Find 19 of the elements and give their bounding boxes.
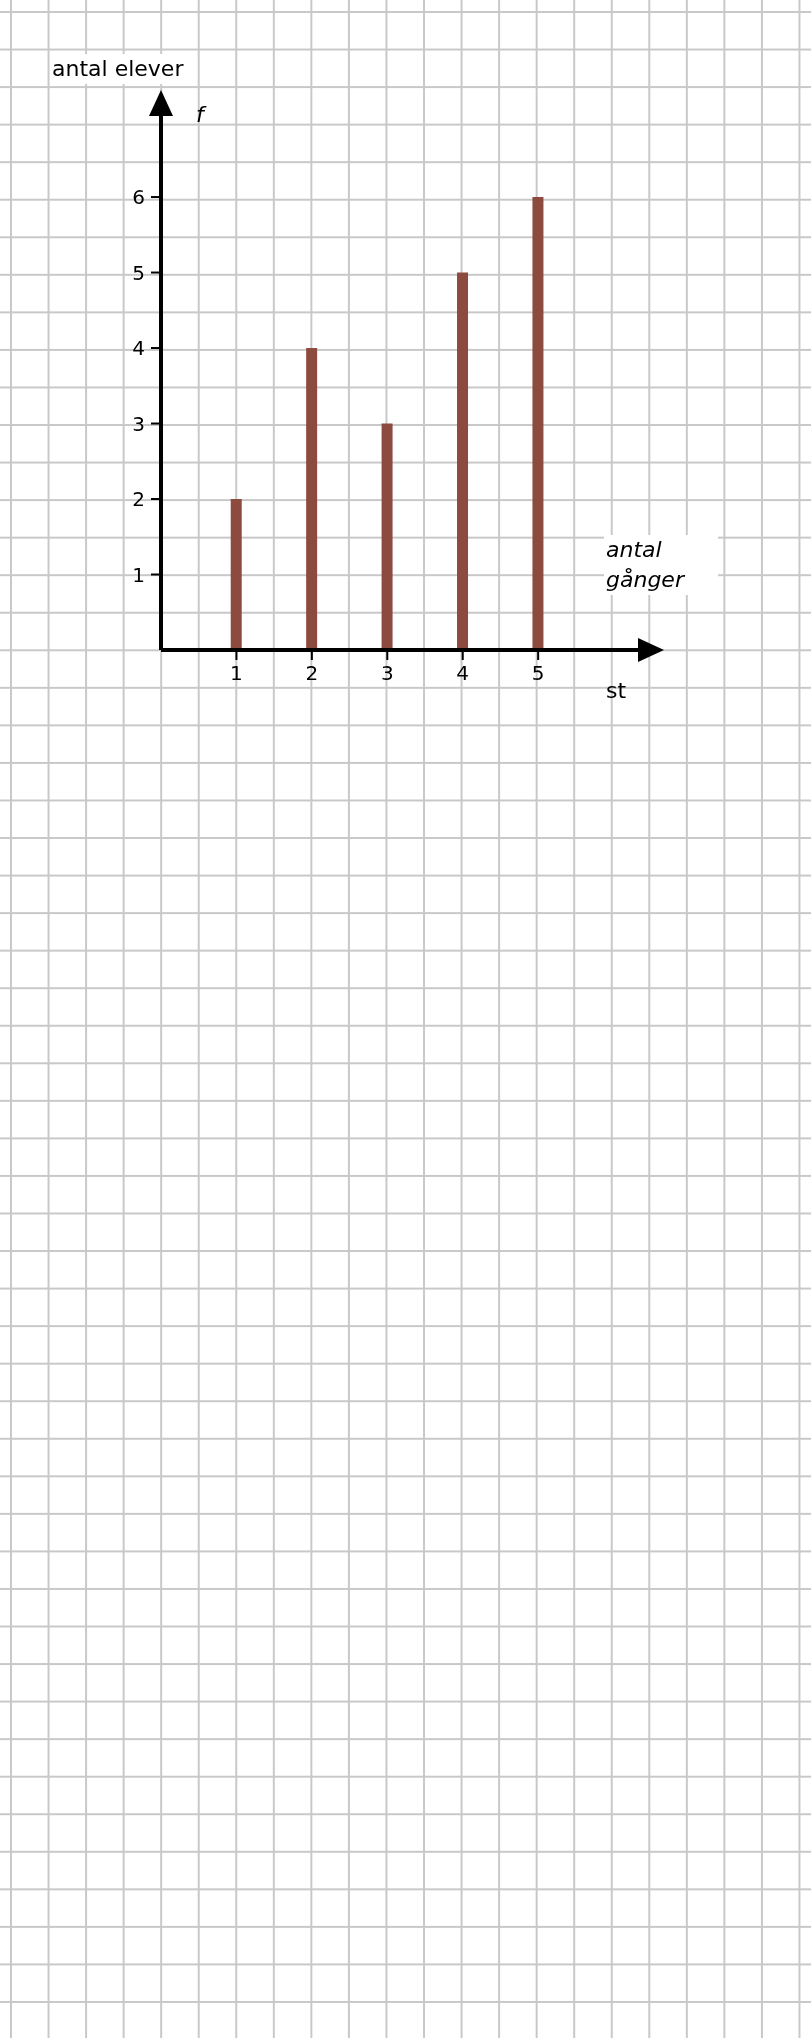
bar [457, 272, 469, 650]
bar [532, 197, 544, 650]
text: st [606, 677, 627, 705]
y-tick-label: 5 [132, 260, 145, 285]
bar [306, 348, 318, 650]
x-tick-label: 2 [305, 661, 319, 686]
y-tick-label: 6 [132, 185, 145, 210]
y-axis-title: antal elever [50, 54, 186, 84]
x-tick-label: 3 [380, 661, 394, 686]
y-tick-label: 3 [132, 411, 145, 436]
x-tick-label: 5 [531, 661, 545, 686]
y-tick-label: 2 [132, 487, 145, 512]
y-tick-label: 4 [132, 336, 145, 361]
y-tick-label: 1 [132, 562, 145, 587]
x-tick-label: 4 [456, 661, 470, 686]
bar [230, 499, 242, 650]
bar [381, 423, 393, 650]
x-tick-label: 1 [230, 661, 243, 686]
x-axis-title: antal gånger [604, 535, 718, 595]
